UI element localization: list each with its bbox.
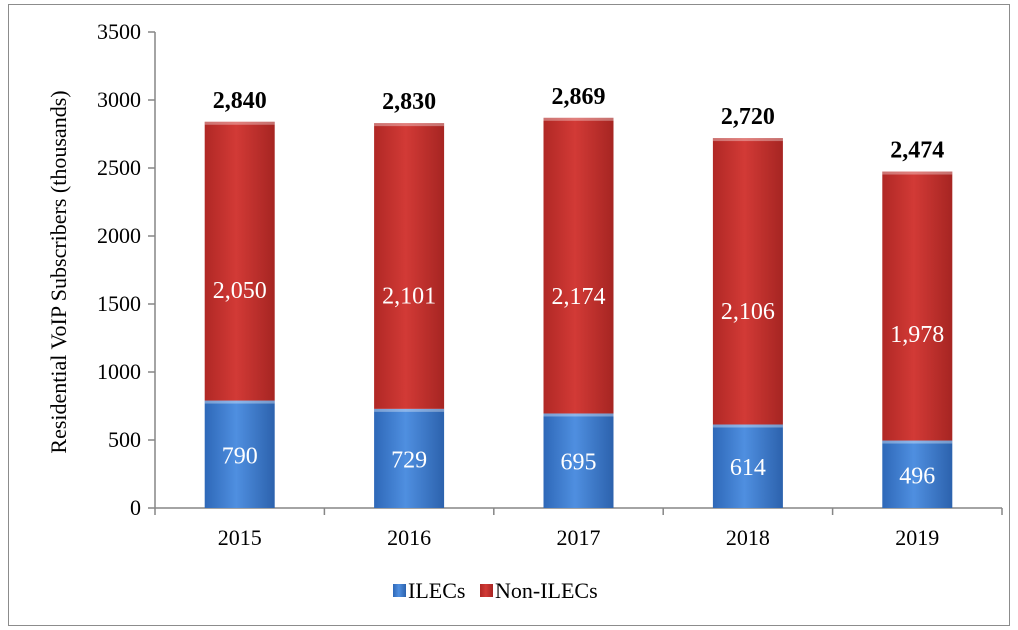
segment-value-label: 2,106 [721, 299, 775, 325]
segment-value-label: 729 [391, 447, 427, 473]
bar-rect [204, 121, 275, 401]
bar-segment-non-ilecs [543, 117, 614, 414]
bar-segment-ilecs [543, 413, 614, 508]
bar-rect [543, 413, 614, 508]
segment-value-label: 2,050 [213, 278, 267, 304]
legend-label: Non-ILECs [495, 578, 598, 603]
x-tick-label: 2019 [895, 525, 939, 550]
bar-highlight [543, 117, 614, 121]
bar-highlight [882, 171, 953, 175]
y-tick-label: 3000 [97, 87, 141, 112]
bar-highlight [712, 138, 783, 142]
bar-highlight [374, 123, 445, 127]
x-tick-label: 2016 [387, 525, 431, 550]
legend-item-non-ilecs: Non-ILECs [480, 578, 598, 603]
bar-segment-ilecs [882, 440, 953, 508]
chart-frame [8, 4, 1010, 626]
bar-rect [374, 408, 445, 508]
y-tick-label: 3500 [97, 19, 141, 44]
bar-rect [543, 117, 614, 414]
legend-item-ilecs: ILECs [393, 578, 465, 603]
legend-label: ILECs [408, 578, 465, 603]
bar-segment-ilecs [712, 424, 783, 508]
bar-highlight [712, 424, 783, 428]
bar-segment-ilecs [204, 400, 275, 508]
bar-highlight [882, 440, 953, 444]
bar-highlight [204, 400, 275, 404]
x-tick-label: 2015 [218, 525, 262, 550]
bar-rect [882, 440, 953, 508]
bar-highlight [543, 413, 614, 417]
y-tick-label: 500 [108, 427, 141, 452]
total-value-label: 2,869 [552, 84, 606, 110]
bar-rect [712, 138, 783, 425]
bar-segment-non-ilecs [204, 121, 275, 401]
y-tick-label: 1000 [97, 359, 141, 384]
total-value-label: 2,830 [382, 89, 436, 115]
bar-segment-non-ilecs [712, 138, 783, 425]
legend: ILECs Non-ILECs [393, 578, 598, 603]
segment-value-label: 496 [899, 463, 935, 489]
bar-segment-ilecs [374, 408, 445, 508]
x-tick-label: 2017 [557, 525, 601, 550]
legend-swatch [480, 584, 493, 597]
legend-swatch [393, 584, 406, 597]
bar-segment-non-ilecs [882, 171, 953, 441]
y-tick-label: 2000 [97, 223, 141, 248]
total-value-label: 2,720 [721, 104, 775, 130]
bar-rect [204, 400, 275, 508]
segment-value-label: 1,978 [890, 322, 944, 348]
segment-value-label: 790 [222, 443, 258, 469]
segment-value-label: 695 [561, 450, 597, 476]
total-value-label: 2,474 [890, 138, 944, 164]
total-value-label: 2,840 [213, 88, 267, 114]
segment-value-label: 2,101 [382, 284, 436, 310]
y-tick-label: 0 [130, 495, 141, 520]
x-tick-label: 2018 [726, 525, 770, 550]
bar-segment-non-ilecs [374, 123, 445, 409]
bar-rect [712, 424, 783, 508]
y-tick-label: 2500 [97, 155, 141, 180]
bar-rect [374, 123, 445, 409]
segment-value-label: 2,174 [552, 284, 606, 310]
y-tick-label: 1500 [97, 291, 141, 316]
bar-highlight [204, 121, 275, 125]
segment-value-label: 614 [730, 455, 766, 481]
y-axis-label: Residential VoIP Subscribers (thousands) [46, 90, 71, 453]
bar-highlight [374, 408, 445, 412]
bar-rect [882, 171, 953, 441]
